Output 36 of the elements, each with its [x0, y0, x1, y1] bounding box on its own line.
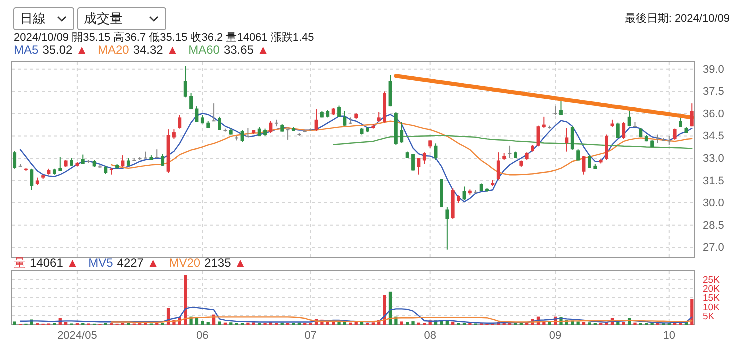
text: MV20: [169, 256, 201, 270]
text: MA20: [98, 43, 130, 57]
x-tick-label: 08: [424, 330, 436, 342]
x-tick-label: 09: [549, 330, 562, 342]
y-tick-label: 33.0: [703, 153, 724, 166]
x-tick-label: 07: [304, 330, 317, 342]
y-tick-label: 25K: [703, 275, 721, 286]
text: 34.32 ▲: [133, 43, 179, 57]
text: 日線: [20, 11, 46, 26]
annotation: 14061 ▲: [30, 256, 79, 270]
y-tick-label: 36.0: [703, 108, 724, 120]
y-tick-label: 20K: [703, 284, 721, 296]
y-tick-label: 27.0: [703, 242, 724, 254]
y-tick-label: 37.5: [703, 86, 724, 98]
y-tick-label: 5K: [703, 311, 716, 322]
text: MA60: [188, 43, 220, 57]
y-tick-label: 39.0: [703, 64, 724, 76]
text: 成交量: [84, 11, 123, 26]
y-tick-label: 31.5: [703, 175, 724, 188]
y-tick-label: 30.0: [703, 198, 724, 210]
y-tick-label: 34.5: [703, 130, 724, 143]
text: 2024/10/09 開35.15 高36.7 低35.15 收36.2 量14061 漲跌1.45: [14, 31, 314, 44]
y-tick-label: 10K: [703, 302, 721, 314]
text: MA5: [14, 43, 39, 57]
text: 33.65 ▲: [224, 43, 270, 57]
text: 最後日期: 2024/10/09: [624, 13, 730, 25]
text: 量: [14, 256, 26, 270]
y-tick-label: 28.5: [703, 220, 724, 232]
x-tick-label: 06: [196, 330, 209, 342]
x-tick-label: 10: [663, 330, 676, 342]
annotation: 4227 ▲: [117, 256, 160, 270]
x-tick-label: 2024/05: [58, 330, 98, 342]
annotation: 2135 ▲: [204, 256, 246, 270]
text: 35.02 ▲: [42, 43, 88, 57]
text: MV5: [88, 256, 114, 270]
y-tick-label: 15K: [703, 293, 721, 304]
